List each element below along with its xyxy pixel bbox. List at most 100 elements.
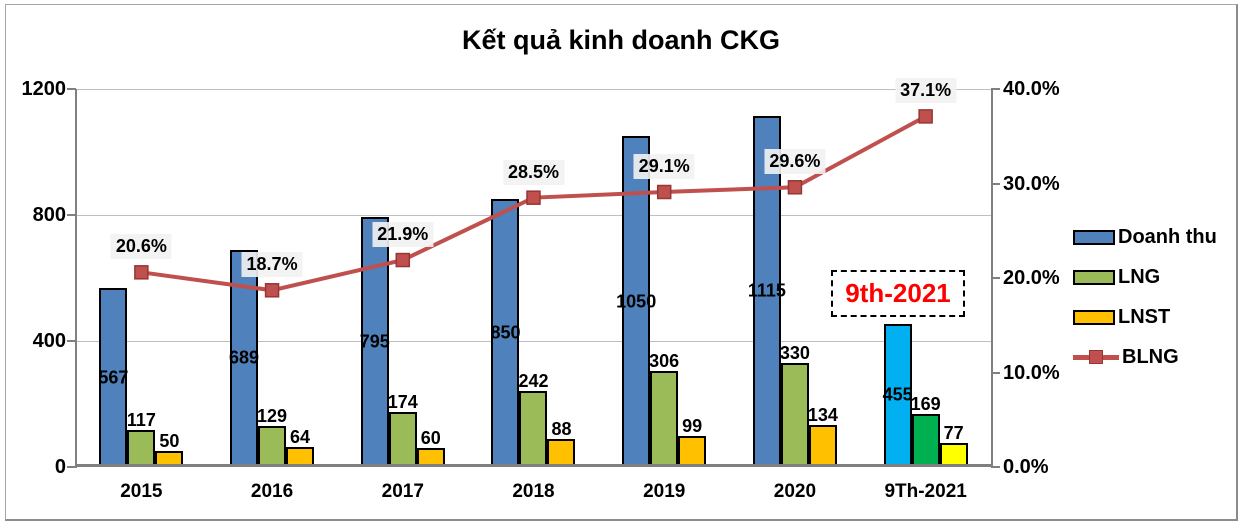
bar-lnst-2019: 99	[678, 416, 707, 467]
blng-value-label: 18.7%	[241, 252, 303, 278]
x-axis-label-2018: 2018	[512, 481, 555, 502]
legend-label-lng: LNG	[1118, 265, 1161, 288]
bar-value-label: 242	[518, 370, 549, 391]
bar-group-2017: 795 174 60	[337, 89, 468, 467]
chart-legend: Doanh thu LNG LNST BLNG	[1073, 217, 1241, 377]
blng-value-label: 29.1%	[633, 154, 695, 180]
legend-label-blng: BLNG	[1122, 345, 1179, 368]
y-right-label-30: 30.0%	[1003, 172, 1060, 195]
blng-value-label: 20.6%	[110, 234, 172, 260]
legend-marker-icon	[1089, 349, 1103, 364]
bar-lnst-2015: 50	[155, 431, 184, 467]
chart-frame: Kết quả kinh doanh CKG 0 400 800 1200 0.0% 1…	[5, 4, 1238, 521]
legend-label-doanh-thu: Doanh thu	[1118, 225, 1217, 248]
bar-value-label: 1050	[616, 291, 657, 312]
legend-item-doanh-thu: Doanh thu	[1073, 217, 1241, 257]
left-axis-tick	[67, 214, 76, 216]
bar-lnst-2020: 134	[808, 405, 838, 467]
left-axis-tick	[67, 340, 76, 342]
bar-lng-2018: 242	[518, 371, 549, 467]
legend-swatch-blng	[1073, 349, 1119, 365]
left-axis-tick	[67, 88, 76, 90]
y-left-label-800: 800	[32, 204, 66, 226]
bar-lng-2017: 174	[388, 392, 418, 467]
legend-swatch-doanh-thu	[1073, 229, 1115, 245]
y-axis-right: 0.0% 10.0% 20.0% 30.0% 40.0%	[1003, 78, 1103, 478]
bar-group-2019: 1050 306 99	[599, 89, 730, 467]
bar-value-label: 99	[682, 415, 703, 436]
bar-doanh-thu-2015: 567	[98, 288, 129, 467]
bar-value-label: 689	[229, 347, 260, 368]
bar-value-label: 795	[359, 331, 390, 352]
bar-value-label: 306	[649, 350, 680, 371]
period-annotation-label: 9th-2021	[845, 278, 951, 308]
bar-doanh-thu-9th-2021: 455	[882, 323, 913, 467]
bar-group-2016: 689 129 64	[207, 89, 338, 467]
bar-group-2015: 567 117 50	[76, 89, 207, 467]
y-left-label-400: 400	[32, 330, 66, 352]
bar-value-label: 169	[910, 393, 941, 414]
bar-value-label: 567	[98, 367, 129, 388]
x-axis-label-2017: 2017	[381, 481, 424, 502]
bar-group-2018: 850 242 88	[468, 89, 599, 467]
x-axis: 2015 2016 2017 2018 2019 2020 9Th-2021	[76, 475, 991, 505]
right-axis-tick	[991, 466, 1000, 468]
right-axis-tick	[991, 371, 1000, 374]
blng-value-label: 29.6%	[764, 149, 826, 175]
left-axis-line	[75, 89, 77, 468]
bar-lng-2016: 129	[257, 406, 287, 467]
bar-value-label: 77	[943, 422, 964, 443]
legend-swatch-lng	[1073, 269, 1115, 285]
bar-lnst-2017: 60	[416, 428, 445, 467]
y-axis-left: 0 400 800 1200	[12, 78, 67, 478]
left-axis-tick	[67, 466, 76, 468]
bar-value-label: 174	[387, 392, 418, 413]
bar-value-label: 129	[257, 406, 288, 427]
bar-value-label: 134	[807, 404, 838, 425]
bar-doanh-thu-2018: 850	[490, 199, 521, 467]
right-axis-tick	[991, 277, 1000, 279]
right-axis-tick	[991, 182, 1000, 185]
x-axis-label-2016: 2016	[250, 481, 294, 502]
bar-lng-9th-2021: 169	[911, 394, 941, 467]
bar-value-label: 88	[551, 419, 572, 440]
bar-value-label: 117	[126, 410, 156, 431]
legend-swatch-lnst	[1073, 309, 1115, 325]
gridline-1200	[76, 89, 991, 90]
x-axis-label-9th-2021: 9Th-2021	[884, 481, 967, 502]
right-axis-tick	[991, 88, 1000, 90]
legend-item-lng: LNG	[1073, 257, 1241, 297]
legend-item-lnst: LNST	[1073, 297, 1241, 337]
bar-lnst-2018: 88	[547, 419, 576, 467]
blng-value-label: 28.5%	[502, 159, 565, 185]
bar-doanh-thu-2017: 795	[359, 216, 390, 467]
y-right-label-10: 10.0%	[1003, 361, 1060, 384]
period-annotation-box: 9th-2021	[831, 270, 965, 317]
y-left-label-1200: 1200	[21, 78, 67, 100]
x-axis-label-2020: 2020	[773, 481, 817, 502]
y-right-label-40: 40.0%	[1003, 78, 1060, 100]
x-axis-label-2015: 2015	[120, 481, 163, 502]
y-left-label-0: 0	[54, 456, 66, 478]
legend-item-blng: BLNG	[1073, 337, 1241, 377]
bar-value-label: 60	[420, 428, 441, 449]
y-right-label-0: 0.0%	[1003, 456, 1049, 478]
bar-value-label: 1115	[747, 280, 786, 301]
bar-value-label: 455	[882, 384, 913, 405]
bar-value-label: 850	[490, 322, 521, 343]
bar-lng-2020: 330	[780, 343, 810, 467]
bar-value-label: 50	[159, 431, 180, 452]
blng-value-label: 21.9%	[372, 222, 434, 248]
bar-lng-2019: 306	[649, 351, 679, 467]
blng-value-label: 37.1%	[895, 78, 957, 104]
bottom-axis-line	[75, 464, 993, 467]
y-right-label-20: 20.0%	[1003, 267, 1060, 289]
bar-lng-2015: 117	[127, 410, 156, 467]
bar-value-label: 64	[290, 426, 311, 447]
bar-lnst-2016: 64	[286, 427, 315, 467]
x-axis-label-2019: 2019	[643, 481, 686, 502]
chart-title: Kết quả kinh doanh CKG	[461, 25, 780, 55]
bar-doanh-thu-2019: 1050	[616, 136, 656, 467]
bar-value-label: 330	[779, 343, 810, 364]
gridline-400	[76, 341, 991, 342]
